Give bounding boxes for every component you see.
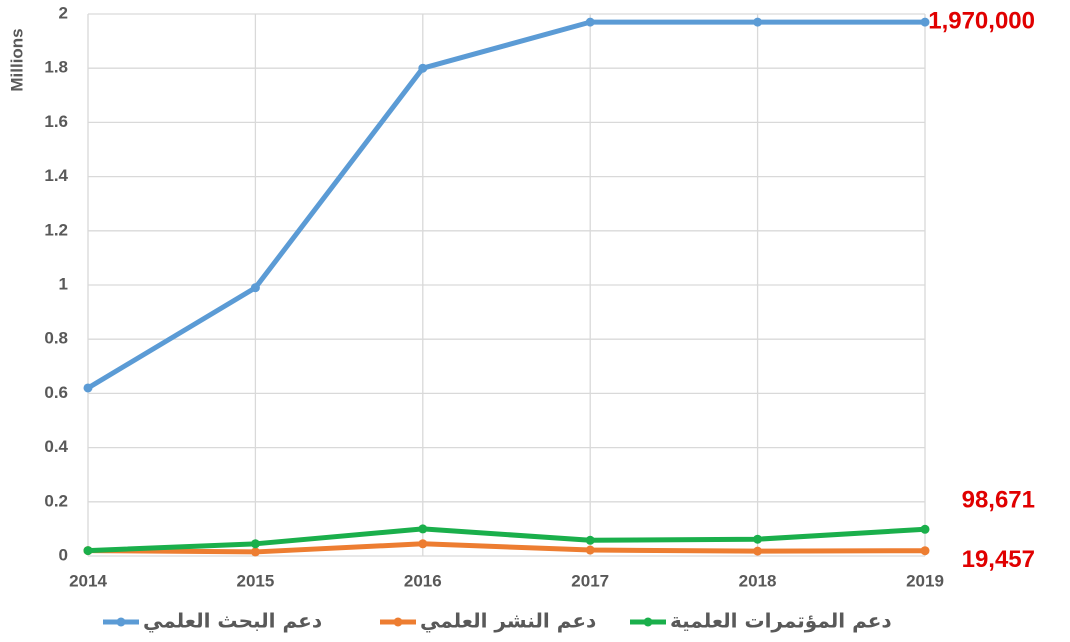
point: [920, 546, 930, 556]
point: [250, 539, 260, 549]
point: [418, 63, 428, 73]
point: [418, 539, 428, 549]
y-tick-label: 0.6: [44, 383, 68, 402]
value-label: 19,457: [962, 546, 1035, 573]
y-tick-label: 0.2: [44, 491, 68, 510]
x-tick-label: 2015: [236, 571, 274, 590]
point: [920, 524, 930, 534]
legend-marker: [116, 617, 126, 627]
y-tick-label: 1: [59, 274, 68, 293]
series-line: [87, 526, 926, 554]
point: [753, 17, 763, 27]
y-tick-label: 1.4: [44, 166, 68, 185]
x-tick-label: 2016: [404, 571, 442, 590]
point: [250, 283, 260, 293]
point: [585, 535, 595, 545]
x-tick-label: 2019: [906, 571, 944, 590]
point: [585, 545, 595, 555]
point: [585, 17, 595, 27]
y-tick-label: 1.2: [44, 220, 68, 239]
x-tick-label: 2014: [69, 571, 107, 590]
point: [250, 547, 260, 557]
y-tick-label: 2: [59, 3, 68, 22]
point: [753, 546, 763, 556]
point: [920, 17, 930, 27]
y-tick-label: 1.6: [44, 112, 68, 131]
y-tick-label: 1.8: [44, 58, 68, 77]
series-line: [87, 541, 926, 555]
value-label: 98,671: [962, 487, 1035, 514]
x-tick-label: 2018: [739, 571, 777, 590]
legend-marker: [643, 617, 653, 627]
legend-label: دعم المؤتمرات العلمية: [670, 609, 892, 633]
value-label: 1,970,000: [928, 7, 1035, 34]
legend-label: دعم البحث العلمي: [143, 609, 322, 634]
series-line: [86, 19, 925, 391]
y-axis-label: Millions: [7, 28, 26, 91]
point: [753, 534, 763, 544]
y-tick-label: 0.4: [44, 437, 68, 456]
legend-marker: [393, 617, 403, 627]
point: [83, 546, 93, 556]
y-tick-label: 0.8: [44, 329, 68, 348]
legend-label: دعم النشر العلمي: [420, 609, 596, 634]
y-tick-label: 0: [59, 545, 68, 564]
x-tick-label: 2017: [571, 571, 609, 590]
point: [83, 383, 93, 393]
point: [418, 524, 428, 534]
